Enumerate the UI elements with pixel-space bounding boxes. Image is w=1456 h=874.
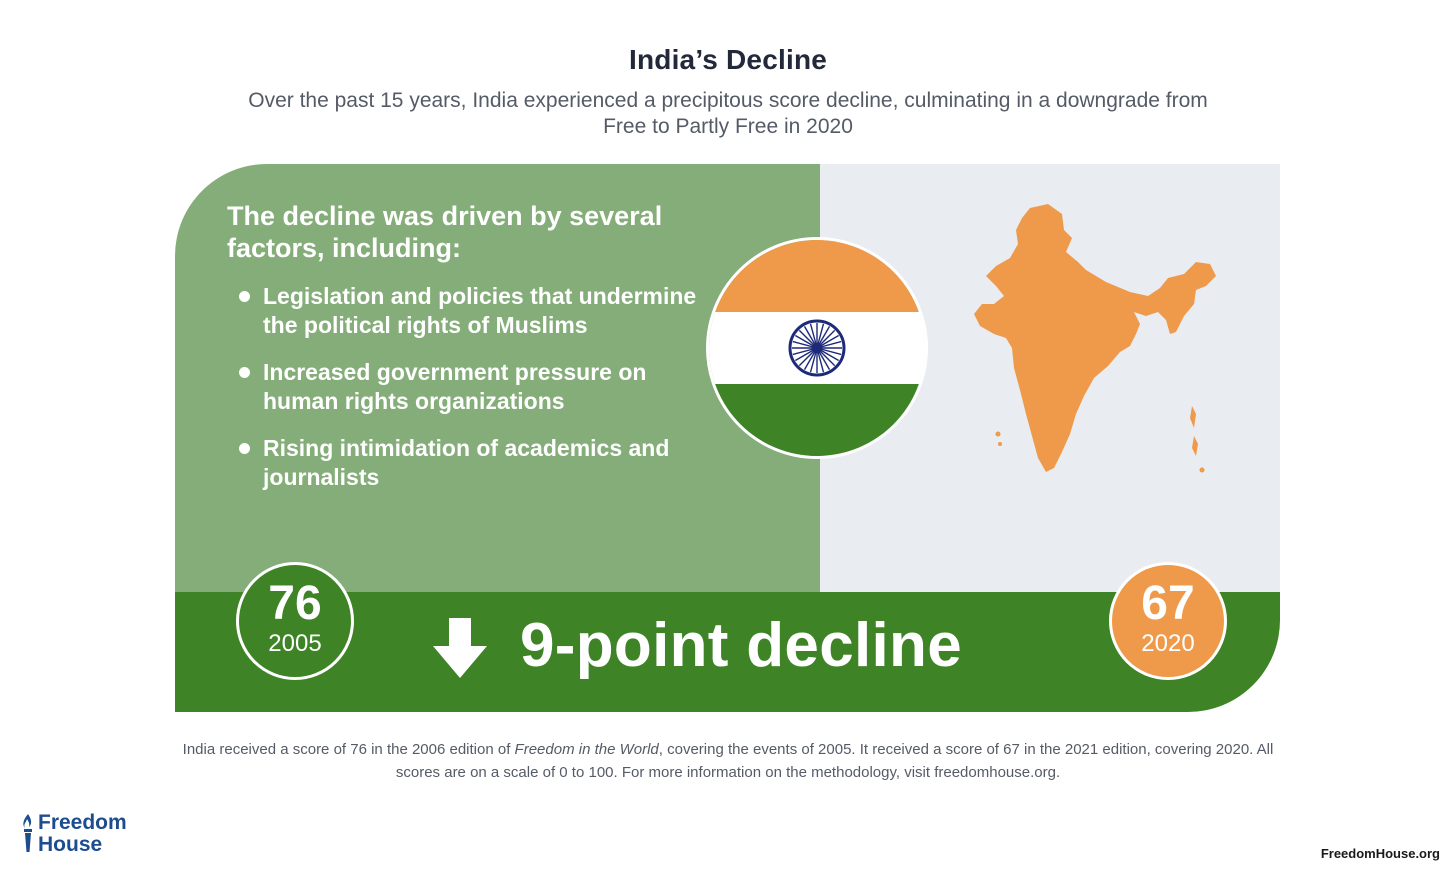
page-subtitle: Over the past 15 years, India experience… <box>248 89 1208 138</box>
india-flag-icon <box>706 237 928 459</box>
footnote-text-end: , covering the events of 2005. It receiv… <box>395 741 1274 781</box>
factor-item: Rising intimidation of academics and jou… <box>239 434 719 492</box>
factor-text: Rising intimidation of academics and jou… <box>263 435 670 490</box>
factors-list: Legislation and policies that undermine … <box>239 282 719 510</box>
infographic-panel: The decline was driven by several factor… <box>175 164 1280 712</box>
factor-item: Increased government pressure on human r… <box>239 358 719 416</box>
decline-band <box>175 592 1280 712</box>
factors-heading: The decline was driven by several factor… <box>227 201 663 263</box>
freedom-house-logo[interactable]: Freedom House <box>20 812 140 858</box>
bullet-icon <box>239 291 250 302</box>
page-title: India’s Decline <box>628 44 828 75</box>
factor-text: Legislation and policies that undermine … <box>263 283 697 338</box>
decline-label: 9-point decline <box>520 611 962 680</box>
arrow-down-icon <box>433 618 487 678</box>
footnote: India received a score of 76 in the 2006… <box>178 738 1278 784</box>
score-2005-value: 76 <box>268 577 322 630</box>
torch-icon <box>23 814 32 852</box>
bullet-icon <box>239 367 250 378</box>
bullet-icon <box>239 443 250 454</box>
logo-wordmark: Freedom House <box>38 812 127 856</box>
factor-item: Legislation and policies that undermine … <box>239 282 719 340</box>
score-2005-badge: 76 2005 <box>236 562 354 680</box>
score-2020-year: 2020 <box>1141 630 1195 657</box>
logo-line-2: House <box>38 833 103 856</box>
score-2020-badge: 67 2020 <box>1109 562 1227 680</box>
footnote-text-start: India received a score of 76 in the 2006… <box>182 741 515 758</box>
site-link[interactable]: FreedomHouse.org <box>1320 846 1440 861</box>
logo-line-1: Freedom <box>38 811 127 834</box>
publication-title: Freedom in the World <box>514 741 659 758</box>
india-map-icon <box>970 200 1230 490</box>
score-2020-value: 67 <box>1141 577 1195 630</box>
factor-text: Increased government pressure on human r… <box>263 359 647 414</box>
score-2005-year: 2005 <box>268 630 322 657</box>
